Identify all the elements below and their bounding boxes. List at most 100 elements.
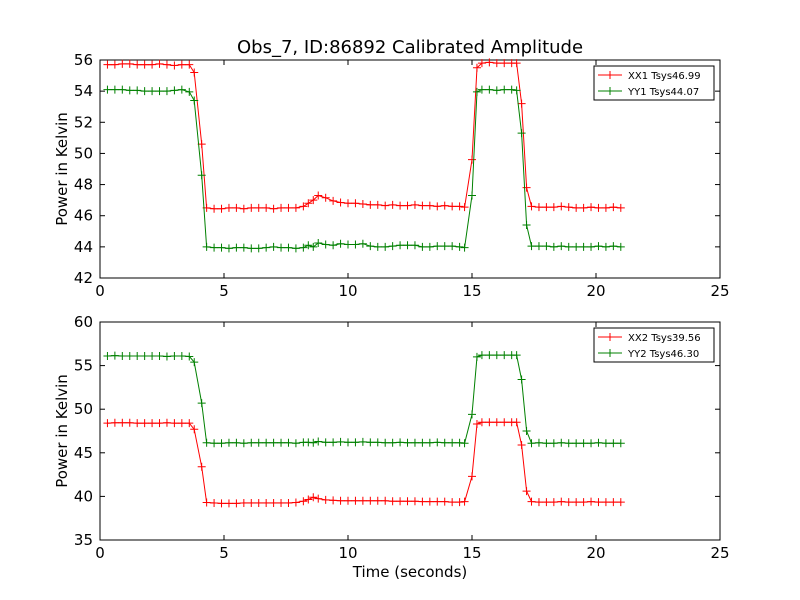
data-point xyxy=(512,351,521,360)
data-point xyxy=(418,201,427,210)
data-point xyxy=(269,498,278,507)
data-point xyxy=(460,439,469,448)
data-point xyxy=(381,438,390,447)
y-tick-label: 48 xyxy=(74,176,93,194)
data-point xyxy=(542,439,551,448)
legend-marker xyxy=(606,71,614,79)
data-point xyxy=(572,439,581,448)
data-point xyxy=(410,200,419,209)
data-point xyxy=(210,498,219,507)
data-point xyxy=(410,497,419,506)
data-point xyxy=(440,497,449,506)
y-tick-label: 60 xyxy=(74,313,93,331)
data-point xyxy=(232,243,241,252)
data-point xyxy=(455,202,464,211)
data-point xyxy=(455,242,464,251)
legend-marker xyxy=(606,87,614,95)
data-point xyxy=(507,85,516,94)
data-point xyxy=(140,419,149,428)
data-point xyxy=(291,203,300,212)
data-point xyxy=(425,497,434,506)
data-point xyxy=(396,241,405,250)
data-point xyxy=(403,497,412,506)
data-point xyxy=(616,242,625,251)
data-point xyxy=(448,202,457,211)
y-axis-label-bottom: Power in Kelvin xyxy=(53,374,71,488)
data-point xyxy=(440,242,449,251)
data-point xyxy=(103,85,112,94)
data-point xyxy=(309,493,318,502)
data-point xyxy=(440,438,449,447)
y-tick-label: 52 xyxy=(74,113,93,131)
data-point xyxy=(291,498,300,507)
data-point xyxy=(277,438,286,447)
data-point xyxy=(197,399,206,408)
data-point xyxy=(140,87,149,96)
x-tick-label: 20 xyxy=(586,282,605,300)
data-point xyxy=(388,200,397,209)
y-tick-label: 44 xyxy=(74,238,93,256)
data-point xyxy=(344,240,352,249)
x-tick-label: 0 xyxy=(95,544,105,562)
data-point xyxy=(118,59,127,68)
data-point xyxy=(140,352,149,361)
data-point xyxy=(594,438,603,447)
data-point xyxy=(418,438,427,447)
data-point xyxy=(155,352,164,361)
x-tick-label: 5 xyxy=(219,544,229,562)
data-point xyxy=(472,87,481,96)
data-point xyxy=(425,242,434,251)
x-tick-label: 0 xyxy=(95,282,105,300)
data-point xyxy=(557,497,566,506)
data-point xyxy=(351,496,360,505)
data-point xyxy=(277,498,286,507)
data-point xyxy=(564,498,573,507)
data-point xyxy=(564,439,573,448)
data-point xyxy=(336,496,345,505)
data-point xyxy=(527,497,536,506)
data-point xyxy=(358,200,367,209)
data-point xyxy=(616,498,625,507)
series-line-yy1 xyxy=(107,89,621,249)
data-point xyxy=(314,238,323,247)
data-point xyxy=(477,351,486,360)
data-point xyxy=(299,243,308,252)
data-point xyxy=(512,418,521,427)
data-point xyxy=(557,242,566,251)
data-point xyxy=(410,438,419,447)
data-point xyxy=(197,171,206,180)
data-point xyxy=(239,439,248,448)
data-point xyxy=(485,351,494,360)
data-point xyxy=(103,60,112,69)
data-point xyxy=(601,242,610,251)
data-point xyxy=(314,191,323,200)
data-point xyxy=(197,462,206,471)
data-point xyxy=(118,352,127,361)
data-point xyxy=(155,419,164,428)
data-point xyxy=(232,438,241,447)
data-point xyxy=(564,242,573,251)
data-point xyxy=(616,439,625,448)
data-point xyxy=(609,439,618,448)
data-point xyxy=(373,242,382,251)
data-point xyxy=(309,438,318,447)
data-point xyxy=(396,497,405,506)
data-point xyxy=(284,498,293,507)
data-point xyxy=(217,499,226,508)
data-point xyxy=(133,419,142,428)
data-point xyxy=(542,203,551,212)
data-point xyxy=(522,487,531,496)
data-point xyxy=(373,200,382,209)
data-point xyxy=(185,60,194,69)
data-point xyxy=(492,86,501,95)
data-point xyxy=(579,498,588,507)
data-point xyxy=(177,419,186,428)
x-tick-label: 15 xyxy=(462,544,481,562)
data-point xyxy=(239,204,248,213)
data-point xyxy=(148,87,157,96)
data-point xyxy=(468,410,476,419)
data-point xyxy=(321,495,330,504)
data-point xyxy=(190,358,199,367)
data-point xyxy=(500,59,509,68)
data-point xyxy=(247,498,256,507)
